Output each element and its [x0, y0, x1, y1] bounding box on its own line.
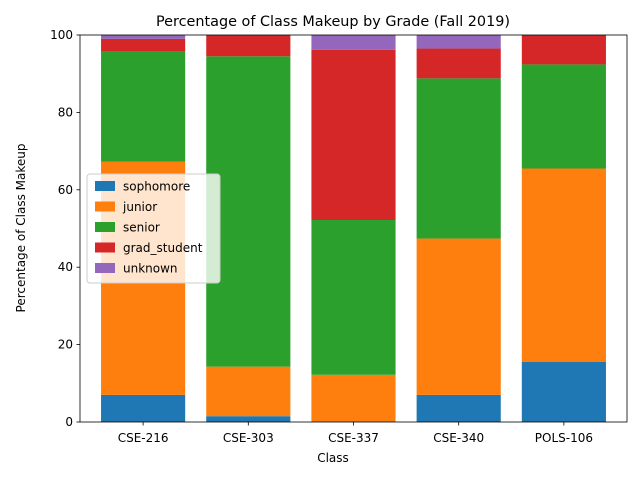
chart-title: Percentage of Class Makeup by Grade (Fal…	[156, 14, 510, 30]
bar-segment-sophomore-cse-216	[101, 394, 186, 422]
bar-segment-sophomore-pols-106	[521, 362, 606, 422]
legend-label-sophomore: sophomore	[123, 180, 190, 194]
y-tick-label: 100	[50, 28, 73, 42]
x-tick-label: CSE-216	[118, 431, 169, 445]
legend-swatch-grad-student	[95, 242, 115, 253]
legend-swatch-sophomore	[95, 181, 115, 191]
bars-group	[101, 35, 606, 422]
y-tick-label: 40	[58, 260, 73, 274]
legend-label-junior: junior	[122, 200, 157, 214]
y-axis: 0 20 40 60 80 100	[50, 28, 80, 429]
legend-label-grad-student: grad_student	[123, 241, 203, 255]
bar-segment-senior-cse-216	[101, 51, 186, 162]
y-tick-label: 0	[65, 415, 73, 429]
bar-segment-junior-cse-303	[206, 366, 291, 417]
bar-segment-sophomore-cse-303	[206, 416, 291, 422]
y-axis-label: Percentage of Class Makeup	[14, 144, 28, 313]
legend-swatch-senior	[95, 222, 115, 232]
bar-segment-unknown-cse-216	[101, 35, 186, 39]
x-axis: CSE-216 CSE-303 CSE-337 CSE-340 POLS-106	[118, 422, 593, 445]
bar-segment-grad-student-cse-340	[416, 48, 501, 79]
bar-segment-junior-cse-337	[311, 374, 396, 422]
bar-segment-grad-student-pols-106	[521, 35, 606, 65]
legend-label-unknown: unknown	[123, 262, 178, 276]
bar-segment-sophomore-cse-340	[416, 394, 501, 422]
legend-frame	[86, 173, 221, 284]
bar-segment-grad-student-cse-303	[206, 35, 291, 57]
bar-segment-senior-cse-337	[311, 219, 396, 375]
y-tick-label: 60	[58, 183, 73, 197]
bar-segment-junior-pols-106	[521, 168, 606, 363]
bar-segment-senior-cse-340	[416, 78, 501, 239]
bar-segment-unknown-cse-340	[416, 35, 501, 49]
bar-segment-grad-student-cse-216	[101, 38, 186, 52]
y-tick-label: 80	[58, 105, 73, 119]
bar-segment-junior-cse-340	[416, 238, 501, 395]
bar-segment-grad-student-cse-337	[311, 49, 396, 220]
legend-swatch-unknown	[95, 263, 115, 273]
x-axis-label: Class	[317, 451, 349, 465]
legend-swatch-junior	[95, 201, 115, 212]
legend-label-senior: senior	[123, 221, 160, 235]
x-tick-label: CSE-303	[223, 431, 274, 445]
bar-segment-senior-pols-106	[521, 64, 606, 169]
x-tick-label: CSE-340	[433, 431, 484, 445]
x-tick-label: CSE-337	[328, 431, 379, 445]
x-tick-label: POLS-106	[535, 431, 593, 445]
bar-segment-unknown-cse-337	[311, 35, 396, 50]
y-tick-label: 20	[58, 338, 73, 352]
